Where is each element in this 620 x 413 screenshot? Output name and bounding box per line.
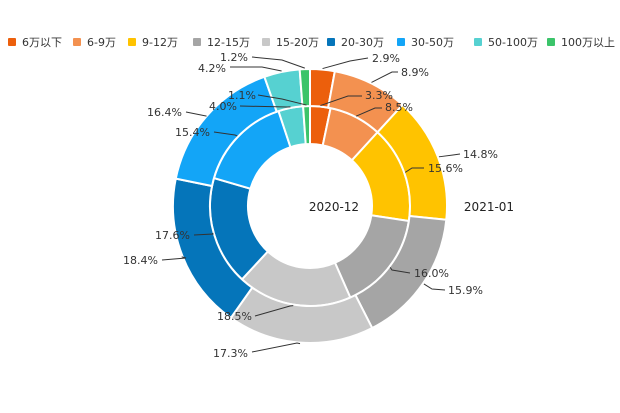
- leader-line: [193, 232, 214, 236]
- leader-line: [239, 105, 291, 108]
- leader-line: [389, 267, 411, 274]
- leader-line: [438, 153, 461, 158]
- leader-line: [185, 111, 207, 117]
- legend-label: 6-9万: [87, 36, 116, 49]
- donut-slice-outer[interactable]: [298, 67, 311, 108]
- leader-line: [404, 167, 424, 173]
- legend-item[interactable]: 15-20万: [262, 34, 319, 50]
- leader-line: [322, 57, 369, 70]
- data-label: 15.9%: [448, 284, 483, 297]
- data-label: 15.6%: [428, 162, 463, 175]
- legend-swatch: [73, 38, 81, 46]
- legend-swatch: [327, 38, 335, 46]
- legend-label: 100万以上: [561, 36, 615, 49]
- inner-series-name: 2020-12: [309, 200, 359, 214]
- legend-swatch: [547, 38, 555, 46]
- legend-swatch: [397, 38, 405, 46]
- legend-item[interactable]: 6万以下: [8, 34, 62, 50]
- outer-ring-2021-01: [172, 67, 448, 344]
- data-label: 3.3%: [365, 89, 393, 102]
- leader-line: [161, 256, 187, 261]
- legend-swatch: [193, 38, 201, 46]
- legend-swatch: [474, 38, 482, 46]
- legend-item[interactable]: 12-15万: [193, 34, 250, 50]
- legend-item[interactable]: 6-9万: [73, 34, 116, 50]
- data-label: 18.5%: [217, 310, 252, 323]
- leader-line: [423, 283, 446, 291]
- leader-line: [355, 107, 382, 117]
- legend-swatch: [128, 38, 136, 46]
- data-label: 4.0%: [209, 100, 237, 113]
- data-label: 18.4%: [123, 254, 158, 267]
- legend-item[interactable]: 30-50万: [397, 34, 454, 50]
- legend-label: 6万以下: [22, 36, 62, 49]
- outer-series-name: 2021-01: [464, 200, 514, 214]
- leader-line: [251, 342, 301, 353]
- legend-item[interactable]: 9-12万: [128, 34, 178, 50]
- legend-label: 20-30万: [341, 36, 384, 49]
- data-label: 16.0%: [414, 267, 449, 280]
- data-label: 2.9%: [372, 52, 400, 65]
- leader-line: [230, 66, 282, 72]
- legend-item[interactable]: 50-100万: [474, 34, 538, 50]
- legend-swatch: [8, 38, 16, 46]
- legend-label: 30-50万: [411, 36, 454, 49]
- data-label: 17.3%: [213, 347, 248, 360]
- data-label: 15.4%: [175, 126, 210, 139]
- legend-label: 12-15万: [207, 36, 250, 49]
- chart-legend: 6万以下 6-9万 9-12万 12-15万 15-20万 20-30万 30-50万 50-…: [0, 34, 620, 52]
- leader-line: [320, 95, 362, 107]
- legend-label: 9-12万: [142, 36, 178, 49]
- leader-line: [257, 94, 307, 106]
- data-label: 14.8%: [463, 148, 498, 161]
- data-labels: 3.3%8.5% 15.6% 16.0% 18.5% 17.6% 15.4% 4.0%1.1…: [123, 51, 498, 360]
- data-label: 1.1%: [228, 89, 256, 102]
- data-label: 4.2%: [198, 62, 226, 75]
- leader-line: [371, 71, 398, 83]
- leader-line: [254, 305, 294, 317]
- data-label: 17.6%: [155, 229, 190, 242]
- legend-label: 15-20万: [276, 36, 319, 49]
- legend-swatch: [262, 38, 270, 46]
- leader-line: [251, 56, 305, 69]
- data-label: 8.5%: [385, 101, 413, 114]
- legend-item[interactable]: 20-30万: [327, 34, 384, 50]
- data-label: 16.4%: [147, 106, 182, 119]
- legend-label: 50-100万: [488, 36, 538, 49]
- leader-line: [213, 131, 238, 137]
- data-label: 8.9%: [401, 66, 429, 79]
- data-label: 1.2%: [220, 51, 248, 64]
- legend-item[interactable]: 100万以上: [547, 34, 615, 50]
